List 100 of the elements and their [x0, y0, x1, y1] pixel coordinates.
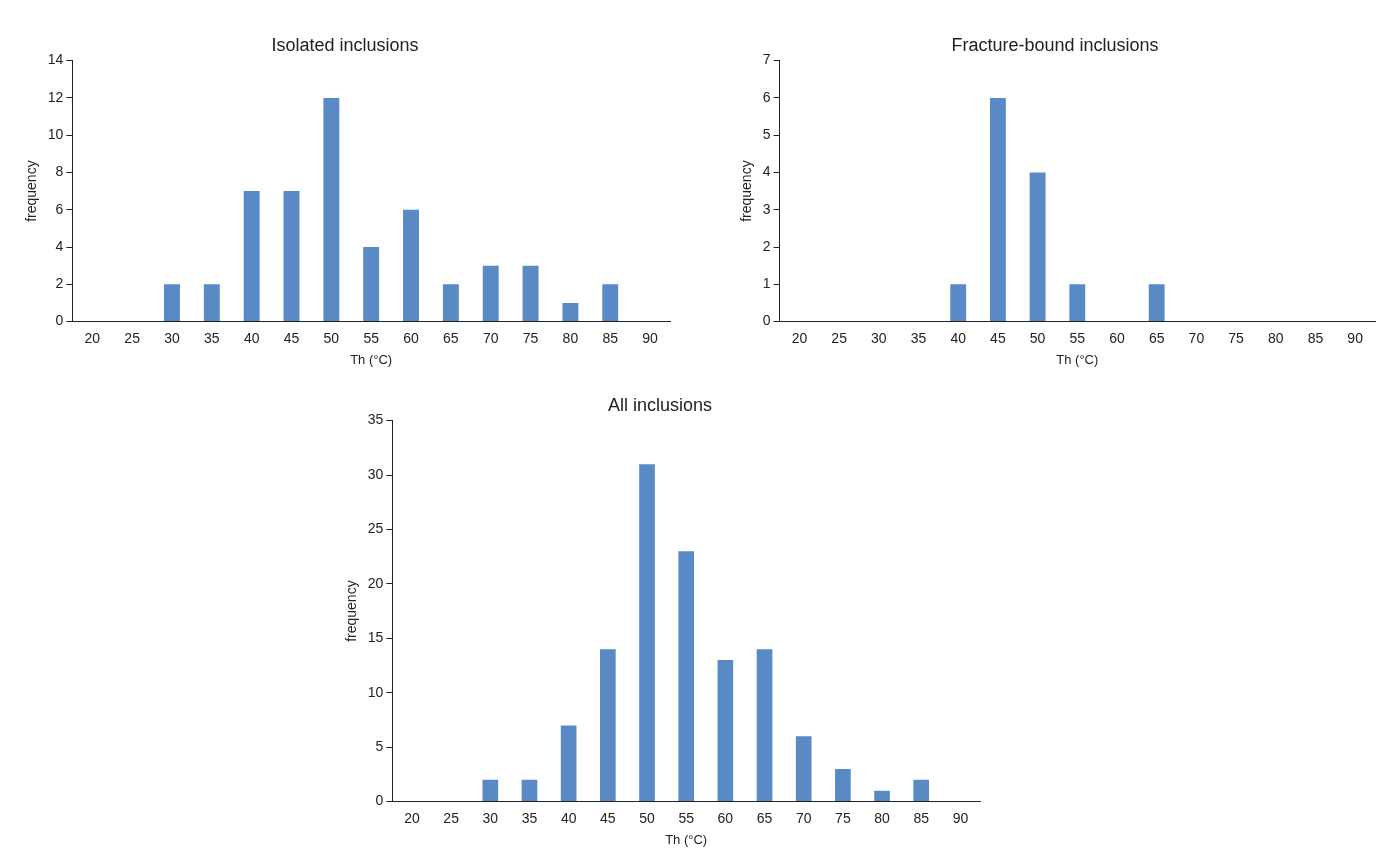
x-tick-label: 85: [602, 329, 619, 346]
x-tick-label: 55: [1069, 329, 1086, 346]
x-tick-label: 65: [443, 329, 459, 346]
x-tick-label: 75: [1228, 329, 1245, 346]
bar: [403, 209, 419, 322]
x-tick-label: 55: [363, 329, 380, 346]
x-tick-label: 20: [791, 329, 808, 346]
x-tick-label: 70: [1188, 329, 1205, 346]
y-tick-label: 30: [367, 465, 384, 482]
bar: [835, 768, 851, 802]
x-tick-label: 40: [560, 809, 577, 826]
chart-title: Isolated inclusions: [271, 34, 419, 55]
bar: [164, 284, 180, 322]
bar: [756, 649, 773, 802]
bar: [323, 97, 340, 322]
x-tick-label: 80: [1267, 329, 1284, 346]
bar: [482, 265, 499, 322]
x-tick-label: 30: [871, 329, 887, 346]
y-tick-label: 4: [762, 163, 771, 180]
x-tick-label: 50: [639, 809, 656, 826]
bar: [1069, 284, 1086, 322]
x-tick-label: 45: [990, 329, 1006, 346]
y-tick-label: 10: [367, 683, 384, 700]
bar: [363, 247, 380, 322]
x-tick-label: 70: [795, 809, 812, 826]
x-tick-label: 25: [831, 329, 848, 346]
bar: [678, 551, 695, 802]
y-tick-label: 6: [762, 88, 771, 105]
y-axis-title: frequency: [23, 160, 40, 222]
x-tick-label: 65: [756, 809, 773, 826]
y-tick-label: 2: [55, 275, 64, 292]
x-tick-label: 40: [243, 329, 260, 346]
x-axis-title: Th (°C): [350, 351, 393, 367]
x-tick-label: 35: [521, 809, 538, 826]
y-tick-label: 5: [762, 126, 771, 143]
y-tick-label: 5: [375, 738, 384, 755]
x-tick-label: 25: [443, 809, 460, 826]
bar: [795, 736, 812, 802]
x-axis-title: Th (°C): [665, 831, 708, 847]
y-tick-label: 0: [762, 312, 771, 329]
x-tick-label: 90: [952, 809, 969, 826]
bar: [600, 649, 616, 802]
x-tick-label: 50: [1029, 329, 1046, 346]
bar: [1148, 284, 1165, 322]
y-tick-label: 20: [367, 574, 384, 591]
x-tick-label: 70: [482, 329, 499, 346]
bar: [562, 302, 579, 322]
x-tick-label: 20: [84, 329, 101, 346]
y-tick-label: 14: [47, 51, 64, 68]
x-tick-label: 90: [1347, 329, 1364, 346]
x-tick-label: 50: [323, 329, 340, 346]
x-tick-label: 85: [913, 809, 930, 826]
x-tick-label: 85: [1307, 329, 1324, 346]
y-tick-label: 7: [762, 51, 771, 68]
bar: [560, 725, 577, 802]
y-tick-label: 35: [367, 411, 384, 428]
bar: [283, 191, 300, 322]
chart-title: All inclusions: [607, 394, 713, 415]
y-tick-label: 15: [367, 629, 384, 646]
x-tick-label: 35: [204, 329, 220, 346]
bar: [521, 779, 538, 802]
y-tick-label: 1: [762, 275, 771, 292]
bar: [639, 464, 655, 802]
x-tick-label: 75: [835, 809, 851, 826]
bar: [203, 284, 220, 322]
x-tick-label: 90: [642, 329, 659, 346]
x-tick-label: 80: [562, 329, 579, 346]
y-tick-label: 3: [762, 200, 771, 217]
y-tick-label: 0: [375, 792, 384, 809]
x-tick-label: 40: [950, 329, 967, 346]
bar: [522, 265, 539, 322]
y-tick-label: 10: [47, 126, 64, 143]
y-tick-label: 25: [367, 520, 384, 537]
bar: [913, 779, 930, 802]
x-tick-label: 25: [124, 329, 141, 346]
chart-title: Fracture-bound inclusions: [951, 34, 1159, 55]
y-tick-label: 4: [55, 237, 64, 254]
x-tick-label: 45: [283, 329, 300, 346]
x-axis-title: Th (°C): [1056, 351, 1099, 367]
x-tick-label: 45: [600, 809, 616, 826]
y-tick-label: 0: [55, 312, 64, 329]
x-tick-label: 30: [482, 809, 499, 826]
bar: [442, 284, 459, 322]
x-tick-label: 30: [164, 329, 180, 346]
y-tick-label: 12: [47, 88, 64, 105]
x-tick-label: 55: [678, 809, 695, 826]
y-tick-label: 8: [55, 163, 64, 180]
bar: [989, 97, 1006, 322]
x-tick-label: 65: [1148, 329, 1165, 346]
bar: [243, 191, 260, 322]
bar: [717, 660, 734, 802]
y-axis-title: frequency: [738, 160, 755, 222]
x-tick-label: 35: [910, 329, 927, 346]
y-axis-title: frequency: [343, 580, 360, 642]
bar: [482, 779, 499, 802]
x-tick-label: 20: [404, 809, 420, 826]
y-tick-label: 6: [55, 200, 64, 217]
y-tick-label: 2: [762, 237, 771, 254]
bar: [950, 284, 967, 322]
x-tick-label: 75: [522, 329, 539, 346]
